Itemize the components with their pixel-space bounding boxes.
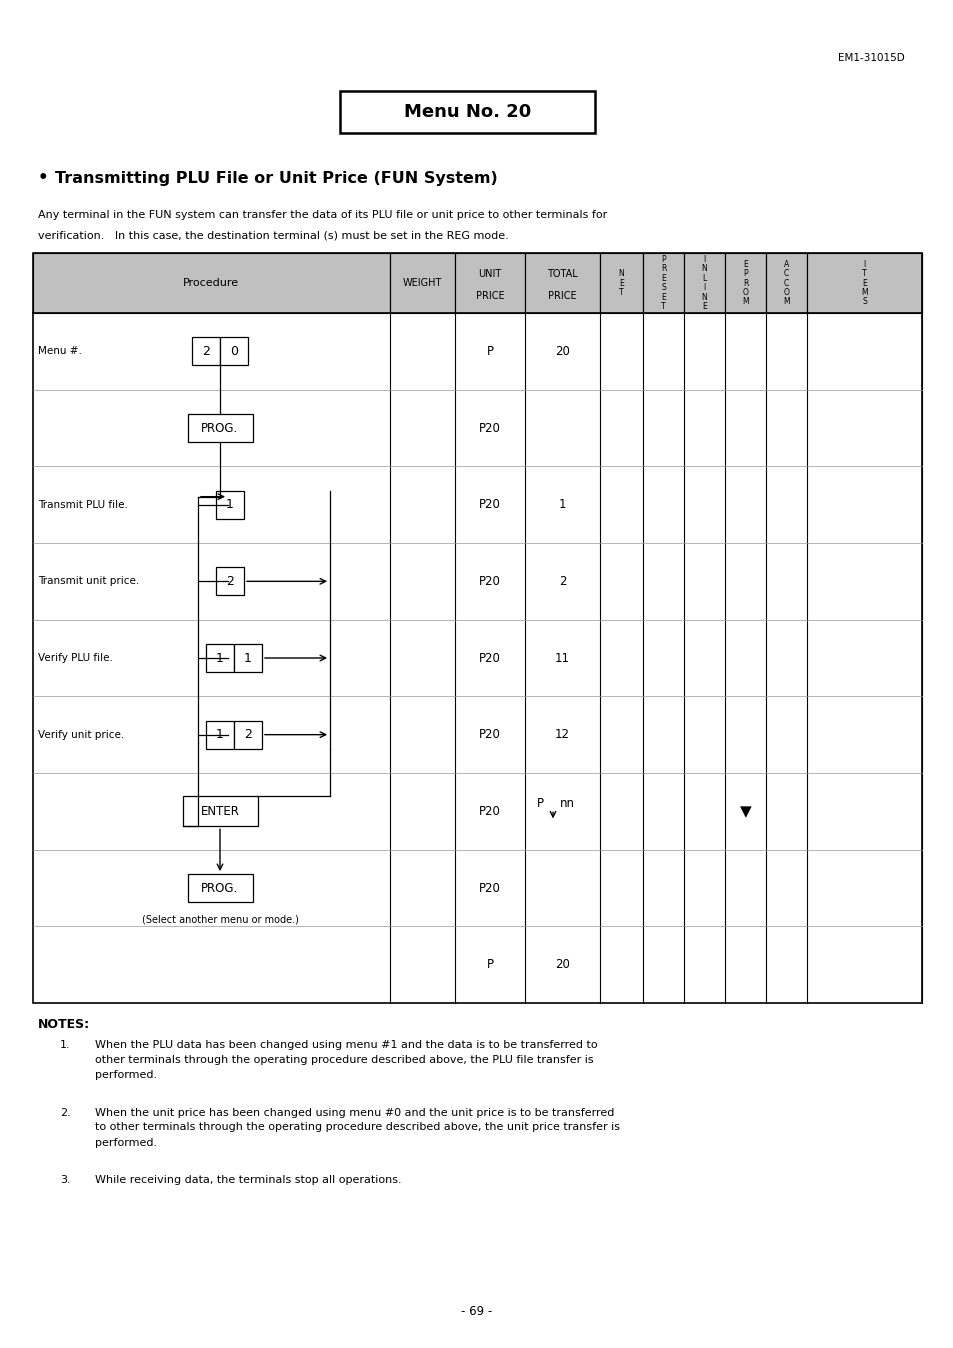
Text: EM1-31015D: EM1-31015D [838,53,904,63]
Bar [524,253,599,313]
Bar [33,253,390,313]
Bar [188,874,253,902]
Bar [220,337,248,365]
Text: 2.: 2. [60,1108,71,1117]
Text: Transmitting PLU File or Unit Price (FUN System): Transmitting PLU File or Unit Price (FUN… [55,170,497,186]
Text: ▼: ▼ [739,803,751,818]
Text: nn: nn [559,797,575,810]
Text: P: P [486,958,493,971]
Text: 11: 11 [555,651,569,665]
Text: Transmit PLU file.: Transmit PLU file. [38,500,128,510]
Text: Verify unit price.: Verify unit price. [38,729,124,740]
Bar [206,644,233,673]
Text: TOTAL: TOTAL [546,270,577,279]
Bar [806,253,921,313]
Text: PROG.: PROG. [201,422,238,434]
Bar [599,253,642,313]
Text: 20: 20 [555,345,569,357]
Bar [724,253,765,313]
Text: 2: 2 [244,728,252,741]
Text: P20: P20 [478,882,500,895]
Text: 1: 1 [244,651,252,665]
Text: UNIT: UNIT [477,270,501,279]
Text: (Select another menu or mode.): (Select another menu or mode.) [141,915,298,925]
Text: •: • [38,168,49,187]
Text: E
P
R
O
M: E P R O M [741,260,748,306]
Bar [188,414,253,442]
Text: other terminals through the operating procedure described above, the PLU file tr: other terminals through the operating pr… [95,1055,593,1065]
Bar [339,92,595,133]
Text: A
C
C
O
M: A C C O M [782,260,789,306]
Text: P20: P20 [478,499,500,511]
Bar [765,253,806,313]
Bar [233,644,262,673]
Text: P20: P20 [478,651,500,665]
Text: 0: 0 [230,345,237,357]
Text: I
N
L
I
N
E: I N L I N E [700,255,706,311]
Bar [642,253,683,313]
Text: 2: 2 [202,345,210,357]
Bar [206,721,233,748]
Text: I
T
E
M
S: I T E M S [861,260,867,306]
Text: Procedure: Procedure [183,278,239,288]
Text: Menu #.: Menu #. [38,346,82,356]
Text: 1: 1 [215,651,224,665]
Text: N
E
T: N E T [618,270,623,297]
Text: P20: P20 [478,805,500,818]
Text: 2: 2 [226,574,233,588]
Bar [233,721,262,748]
Text: Any terminal in the FUN system can transfer the data of its PLU file or unit pri: Any terminal in the FUN system can trans… [38,210,607,220]
Text: When the PLU data has been changed using menu #1 and the data is to be transferr: When the PLU data has been changed using… [95,1041,597,1050]
Text: 20: 20 [555,958,569,971]
Text: verification.   In this case, the destination terminal (s) must be set in the RE: verification. In this case, the destinat… [38,231,508,240]
Text: NOTES:: NOTES: [38,1018,90,1031]
Text: ENTER: ENTER [200,805,239,818]
Text: PRICE: PRICE [547,291,576,301]
Text: 2: 2 [558,574,566,588]
Text: 1: 1 [215,728,224,741]
Text: 1: 1 [558,499,566,511]
Text: Transmit unit price.: Transmit unit price. [38,577,139,586]
Text: performed.: performed. [95,1138,157,1147]
Text: 1: 1 [226,499,233,511]
Bar [33,253,921,1003]
Text: 12: 12 [555,728,569,741]
Bar [215,491,244,519]
Text: PROG.: PROG. [201,882,238,895]
Bar [183,797,257,826]
Text: Menu No. 20: Menu No. 20 [403,102,531,121]
Text: WEIGHT: WEIGHT [402,278,441,288]
Bar [215,568,244,596]
Text: While receiving data, the terminals stop all operations.: While receiving data, the terminals stop… [95,1175,401,1185]
Text: P20: P20 [478,574,500,588]
Text: 1.: 1. [60,1041,71,1050]
Bar [455,253,524,313]
Text: When the unit price has been changed using menu #0 and the unit price is to be t: When the unit price has been changed usi… [95,1108,614,1117]
Text: to other terminals through the operating procedure described above, the unit pri: to other terminals through the operating… [95,1123,619,1132]
Text: P: P [486,345,493,357]
Text: P: P [537,797,543,810]
Bar [683,253,724,313]
Text: P20: P20 [478,728,500,741]
Text: 3.: 3. [60,1175,71,1185]
Text: Verify PLU file.: Verify PLU file. [38,652,112,663]
Text: performed.: performed. [95,1070,157,1080]
Bar [390,253,455,313]
Bar [192,337,220,365]
Text: - 69 -: - 69 - [461,1305,492,1318]
Text: P
R
E
S
E
T: P R E S E T [660,255,665,311]
Text: PRICE: PRICE [476,291,504,301]
Text: P20: P20 [478,422,500,434]
